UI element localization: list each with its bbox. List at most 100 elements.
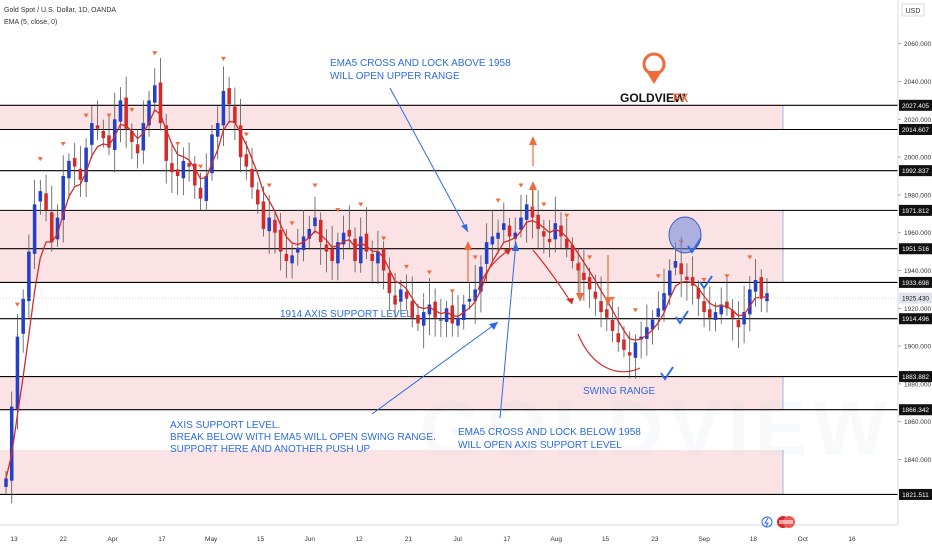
candle-body-41 [238, 125, 243, 158]
indicator-legend[interactable]: EMA (5, close, 0) [4, 19, 57, 26]
candle-body-63 [364, 233, 369, 252]
y-tick-label-8: 2000.000 [904, 155, 931, 162]
symbol-title: Gold Spot / U.S. Dollar, 1D, OANDA [4, 7, 116, 14]
candle-body-86 [496, 232, 500, 239]
candle-body-64 [370, 253, 374, 262]
candle-body-28 [164, 125, 168, 161]
ema-lower-line1: EMA5 CROSS AND LOCK BELOW 1958 [458, 427, 641, 438]
axis-note-line3: SUPPORT HERE AND ANOTHER PUSH UP [170, 444, 371, 455]
level-lines [0, 104, 898, 495]
candle-body-5 [32, 204, 37, 254]
candle-body-14 [84, 147, 88, 183]
axis-note-line1: AXIS SUPPORT LEVEL. [170, 420, 280, 431]
pivot-marker-54 [312, 183, 318, 188]
y-tick-label-3: 1900.000 [904, 344, 931, 351]
y-tick-label-4: 1920.000 [904, 306, 931, 313]
pivot-marker-102 [587, 255, 593, 260]
candle-body-133 [765, 293, 769, 302]
candle-body-111 [639, 336, 643, 340]
candle-body-62 [358, 236, 363, 264]
time-axis[interactable]: 13 22 Apr 17 May 15 Jun 12 21 Jul 17 Aug 15 23 Sep 18 Oc… [10, 536, 856, 543]
watermark: GOLDVIEW [420, 384, 893, 472]
candle-body-67 [387, 272, 392, 294]
candle-body-56 [324, 244, 329, 252]
candle-body-66 [381, 248, 386, 271]
pivot-marker-130 [747, 255, 753, 260]
candle-body-72 [416, 314, 420, 324]
candle-body-97 [559, 225, 563, 237]
candle-body-105 [605, 309, 609, 318]
y-tick-label-0: 1840.000 [904, 457, 931, 464]
candle-body-44 [255, 189, 260, 205]
orange-markers [14, 51, 753, 313]
currency-box[interactable]: USD [901, 3, 925, 17]
candle-body-94 [542, 231, 546, 237]
level-label-box-1 [899, 123, 932, 135]
candle-body-39 [227, 88, 231, 105]
candle-body-33 [193, 163, 197, 186]
pivot-marker-70 [404, 264, 410, 269]
candle-body-100 [576, 263, 580, 271]
candle-body-115 [662, 293, 666, 311]
candle-body-40 [233, 106, 237, 124]
pivot-marker-74 [426, 270, 432, 275]
candle-body-131 [753, 279, 758, 292]
level-label-box-4 [899, 243, 932, 255]
currency-label: USD [906, 8, 921, 15]
candle-body-10 [61, 176, 65, 220]
candle-body-68 [393, 295, 397, 305]
candle-body-114 [656, 308, 661, 317]
candle-body-129 [742, 312, 746, 325]
candle-body-119 [685, 276, 689, 280]
x-tick-label-2: Apr [108, 536, 119, 543]
last-price-box [899, 292, 932, 304]
candle-body-92 [530, 206, 535, 218]
candle-body-11 [67, 160, 71, 179]
candle-body-77 [444, 308, 449, 322]
lightning-icon[interactable] [761, 516, 773, 528]
y-tick-label-2: 1880.000 [904, 381, 931, 388]
x-tick-label-3: 17 [158, 536, 166, 543]
candle-body-132 [759, 277, 764, 299]
candle-body-12 [72, 158, 77, 167]
candle-body-3 [21, 298, 25, 334]
candle-body-76 [439, 319, 443, 321]
candle-body-54 [313, 217, 317, 227]
candle-body-81 [467, 298, 472, 302]
candle-body-31 [181, 160, 186, 179]
candle-body-122 [702, 301, 706, 313]
brand-name: GOLDVIEW [620, 91, 686, 105]
candle-body-89 [513, 232, 518, 239]
candle-body-96 [553, 223, 558, 240]
flag-icon[interactable] [777, 516, 795, 528]
y-tick-label-11: 2060.000 [904, 41, 931, 48]
candle-body-102 [587, 277, 592, 290]
candle-body-60 [347, 229, 352, 237]
level-label-4: 1951.516 [902, 246, 929, 253]
candle-body-51 [296, 247, 300, 253]
pivot-marker-38 [220, 56, 226, 61]
candle-body-110 [633, 342, 638, 358]
candle-body-29 [170, 163, 174, 173]
candle-body-101 [582, 272, 586, 280]
y-tick-label-9: 2020.000 [904, 117, 931, 124]
pivot-marker-46 [266, 183, 272, 188]
candle-body-6 [38, 191, 43, 202]
candle-body-116 [667, 270, 672, 296]
candle-body-120 [690, 277, 695, 286]
level-label-0: 2027.405 [902, 103, 929, 110]
candle-body-36 [210, 134, 214, 174]
pivot-marker-34 [198, 164, 204, 169]
annotation-drawings [371, 87, 713, 419]
candle-body-30 [175, 169, 180, 176]
level-label-box-0 [899, 99, 932, 111]
candle-body-123 [708, 309, 712, 318]
pivot-marker-50 [289, 221, 295, 226]
x-tick-label-6: Jun [305, 536, 316, 543]
candle-body-42 [244, 154, 249, 167]
candle-body-55 [318, 219, 323, 243]
pivot-marker-18 [106, 113, 112, 118]
level-label-1: 2014.607 [902, 127, 929, 134]
price-axis[interactable]: 1840.000 1860.000 1880.000 1900.000 1920.000… [0, 41, 932, 500]
